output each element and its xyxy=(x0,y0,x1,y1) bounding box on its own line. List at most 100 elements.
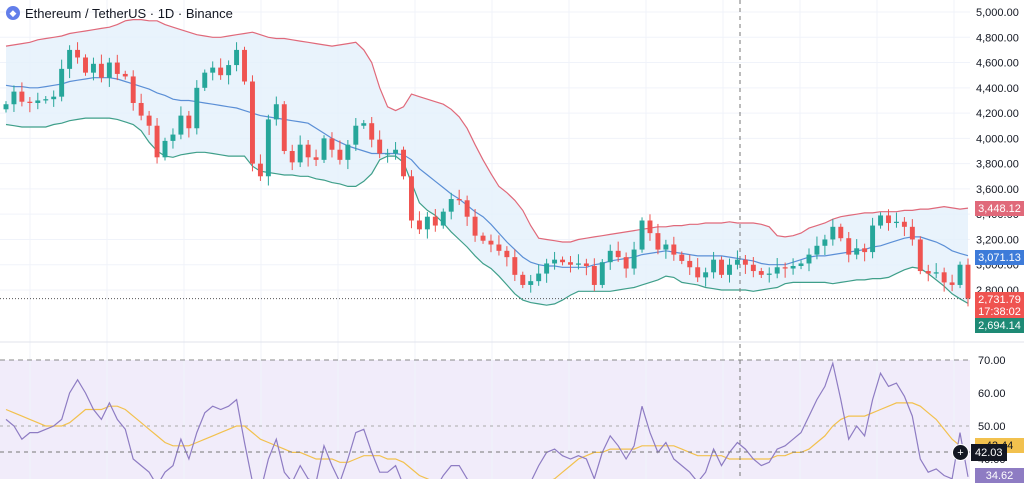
candle-body xyxy=(75,49,81,58)
chart-title: Ethereum / TetherUS · 1D · Binance xyxy=(25,5,233,21)
candle-body xyxy=(822,239,828,246)
candle-body xyxy=(488,240,494,245)
candle-body xyxy=(909,226,915,240)
candle-body xyxy=(377,139,383,154)
price-tick-label: 3,600.00 xyxy=(976,184,1019,196)
candle-body xyxy=(750,264,756,272)
candle-body xyxy=(19,91,25,102)
candle-body xyxy=(758,271,764,275)
candle-body xyxy=(361,123,367,126)
bb-basis-price-tag: 3,071.13 xyxy=(975,250,1024,265)
rsi-band xyxy=(0,360,970,479)
candle-body xyxy=(846,238,852,255)
candle-body xyxy=(663,244,669,250)
candle-body xyxy=(122,73,128,77)
candle-body xyxy=(854,248,860,255)
candle-body xyxy=(409,176,414,221)
candle-body xyxy=(806,254,812,264)
candle-body xyxy=(313,157,319,160)
price-tick-label: 4,200.00 xyxy=(976,108,1019,120)
candle-body xyxy=(67,49,73,69)
candle-body xyxy=(464,200,470,217)
candle-body xyxy=(591,265,597,285)
bb-upper-price-tag: 3,448.12 xyxy=(975,201,1024,216)
candle-body xyxy=(472,216,478,236)
candle-body xyxy=(639,220,645,250)
candle-body xyxy=(249,81,255,164)
candle-body xyxy=(734,259,740,265)
candle-body xyxy=(870,225,876,253)
candle-body xyxy=(901,221,907,227)
candle-body xyxy=(711,259,717,273)
candle-body xyxy=(51,96,57,100)
candle-body xyxy=(202,72,208,88)
candle-body xyxy=(560,259,565,263)
countdown-tag: 17:38:02 xyxy=(975,304,1024,319)
candle-body xyxy=(727,264,732,275)
candle-body xyxy=(265,119,271,177)
chart-title-bar[interactable]: ◆ Ethereum / TetherUS · 1D · Binance xyxy=(6,4,233,22)
candle-body xyxy=(575,263,581,265)
price-tick-label: 3,800.00 xyxy=(976,159,1019,171)
ethereum-icon: ◆ xyxy=(6,6,20,20)
candle-body xyxy=(742,259,748,265)
candle-body xyxy=(719,259,725,275)
candle-body xyxy=(130,76,136,103)
candle-body xyxy=(194,87,200,129)
bollinger-upper-line xyxy=(5,19,969,243)
candle-body xyxy=(353,125,359,145)
candle-body xyxy=(401,149,406,177)
rsi-line xyxy=(5,361,969,479)
current-price-tag: 2,731.79 xyxy=(975,292,1024,307)
candle-body xyxy=(416,220,422,230)
candle-body xyxy=(607,250,613,263)
candle-body xyxy=(886,215,891,224)
candle-body xyxy=(393,149,399,154)
candle-body xyxy=(242,49,247,82)
candle-body xyxy=(106,62,112,78)
candle-body xyxy=(43,99,49,101)
candle-body xyxy=(774,267,780,274)
candle-body xyxy=(281,104,287,151)
crosshair-price-tag[interactable]: + 42.03 xyxy=(952,444,1007,461)
rsi-tick-label: 50.00 xyxy=(978,421,1006,433)
candle-body xyxy=(83,57,88,73)
price-tick-label: 4,400.00 xyxy=(976,83,1019,95)
candle-body xyxy=(925,271,931,274)
add-alert-plus-icon[interactable]: + xyxy=(952,444,969,461)
candle-body xyxy=(210,67,216,73)
candle-body xyxy=(27,101,33,103)
rsi-ma-line xyxy=(5,402,969,479)
candle-body xyxy=(345,144,351,160)
candle-body xyxy=(917,239,923,272)
candle-body xyxy=(893,221,899,224)
candle-body xyxy=(289,151,295,163)
candle-body xyxy=(830,226,836,240)
price-axis[interactable]: 2,800.003,000.003,200.003,400.003,600.00… xyxy=(976,7,1019,466)
candle-body xyxy=(369,123,375,140)
candle-body xyxy=(599,262,605,285)
candle-body xyxy=(949,282,955,285)
candle-body xyxy=(583,263,589,266)
candle-body xyxy=(878,215,884,226)
candle-body xyxy=(862,248,868,253)
candle-body xyxy=(814,245,820,255)
candle-body xyxy=(766,273,772,275)
candle-body xyxy=(90,63,96,73)
candle-body xyxy=(631,249,637,269)
candle-body xyxy=(385,153,391,155)
candle-body xyxy=(671,244,677,255)
rsi-value-tag: 34.62 xyxy=(975,468,1024,483)
candle-body xyxy=(170,134,176,141)
candle-body xyxy=(941,272,947,283)
candle-body xyxy=(154,125,160,158)
candle-body xyxy=(536,273,542,282)
candle-body xyxy=(424,216,430,230)
rsi-tick-label: 60.00 xyxy=(978,388,1006,400)
candle-body xyxy=(703,272,709,278)
candle-body xyxy=(679,254,685,261)
candle-body xyxy=(114,62,120,74)
candle-body xyxy=(138,102,144,116)
rsi-tick-label: 70.00 xyxy=(978,355,1006,367)
